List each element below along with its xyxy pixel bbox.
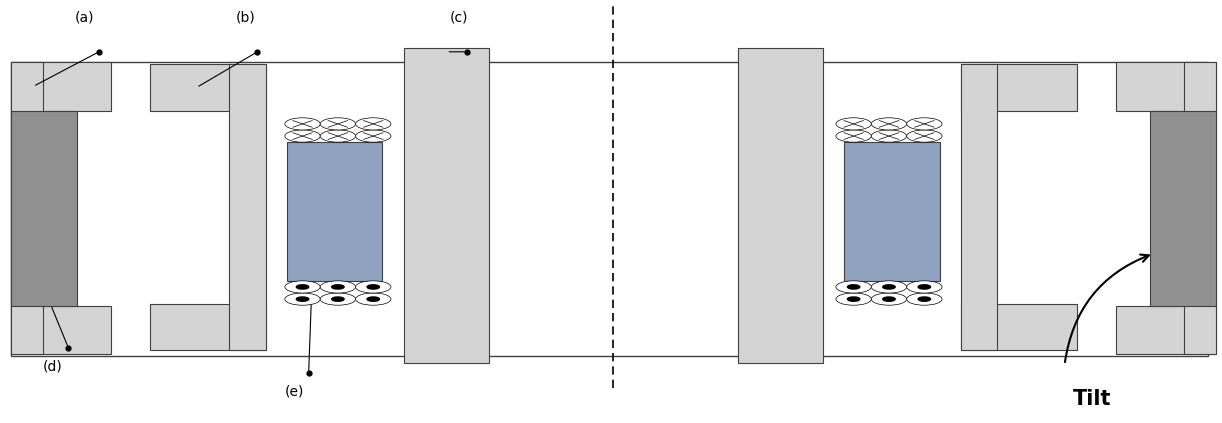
Circle shape (871, 293, 907, 305)
Circle shape (882, 297, 896, 301)
Bar (11, 111, 77, 306)
Circle shape (320, 130, 356, 142)
Circle shape (882, 285, 896, 289)
Bar (287, 142, 382, 281)
Circle shape (836, 293, 871, 305)
Circle shape (285, 281, 320, 293)
Circle shape (297, 297, 309, 301)
Circle shape (331, 285, 345, 289)
Circle shape (836, 281, 871, 293)
Circle shape (907, 281, 942, 293)
Bar (960, 64, 997, 350)
Bar (230, 64, 266, 350)
Circle shape (907, 293, 942, 305)
Circle shape (356, 130, 391, 142)
Circle shape (320, 281, 356, 293)
Circle shape (356, 118, 391, 130)
Circle shape (847, 285, 860, 289)
Circle shape (836, 118, 871, 130)
Bar (150, 64, 266, 111)
Circle shape (297, 285, 309, 289)
Bar (11, 306, 111, 354)
Circle shape (367, 285, 380, 289)
Bar (738, 48, 824, 363)
Bar (960, 64, 1077, 111)
Circle shape (285, 118, 320, 130)
Circle shape (918, 285, 930, 289)
Circle shape (871, 130, 907, 142)
Bar (150, 304, 266, 350)
Text: (a): (a) (75, 11, 94, 25)
Circle shape (907, 130, 942, 142)
Bar (11, 62, 1209, 357)
Circle shape (320, 293, 356, 305)
Circle shape (320, 118, 356, 130)
Circle shape (331, 297, 345, 301)
Circle shape (847, 297, 860, 301)
Bar (11, 62, 43, 354)
Circle shape (356, 293, 391, 305)
Bar (11, 62, 111, 111)
Circle shape (871, 118, 907, 130)
Circle shape (356, 281, 391, 293)
Bar (960, 304, 1077, 350)
Text: (b): (b) (236, 11, 255, 25)
Circle shape (285, 293, 320, 305)
Bar (1150, 111, 1216, 306)
Bar (1116, 62, 1216, 111)
Text: (d): (d) (43, 359, 62, 373)
Circle shape (836, 130, 871, 142)
Circle shape (285, 130, 320, 142)
Circle shape (918, 297, 930, 301)
Bar (1116, 306, 1216, 354)
Bar (1184, 62, 1216, 354)
Bar (403, 48, 489, 363)
Text: (c): (c) (450, 11, 468, 25)
Bar (844, 142, 940, 281)
Text: Tilt: Tilt (1073, 389, 1112, 409)
Text: (e): (e) (285, 385, 304, 398)
Circle shape (871, 281, 907, 293)
Circle shape (367, 297, 380, 301)
Circle shape (907, 118, 942, 130)
